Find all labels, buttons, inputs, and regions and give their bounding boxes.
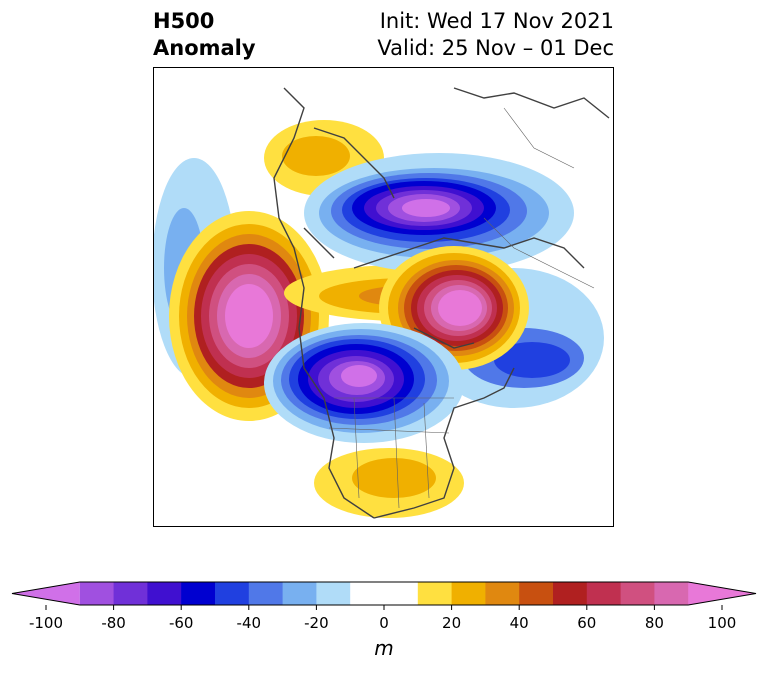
colorbar-tick-label: -80	[101, 614, 126, 632]
namerica-trough	[264, 323, 464, 443]
map-title: H500 Anomaly	[153, 8, 256, 62]
colorbar-tick-label: 60	[577, 614, 597, 632]
colorbar-segment	[316, 582, 351, 605]
coastlines	[273, 87, 610, 519]
title-variable: H500	[153, 9, 215, 33]
colorbar-segment	[181, 582, 216, 605]
colorbar-ticks	[45, 605, 723, 610]
country-borders	[328, 107, 595, 509]
title-field: Anomaly	[153, 36, 256, 60]
colorbar-tick-label: 80	[644, 614, 664, 632]
colorbar-segment	[417, 582, 453, 605]
colorbar-segment	[282, 582, 317, 605]
colorbar-segment	[485, 582, 520, 605]
init-date: Init: Wed 17 Nov 2021	[379, 9, 614, 33]
siberia-trough	[304, 153, 574, 273]
colorbar-tick-label: -20	[304, 614, 329, 632]
colorbar-segment	[654, 582, 689, 605]
colorbar-tick-label: 0	[379, 614, 389, 632]
colorbar-tick-label: 100	[707, 614, 737, 632]
forecast-dates: Init: Wed 17 Nov 2021 Valid: 25 Nov – 01…	[377, 8, 614, 62]
units-label: m	[374, 636, 394, 660]
colorbar-tick-label: 40	[509, 614, 529, 632]
southern-ridge	[314, 448, 464, 518]
colorbar-segment	[586, 582, 622, 605]
valid-range: Valid: 25 Nov – 01 Dec	[377, 36, 614, 60]
colorbar-segment	[620, 582, 655, 605]
colorbar-segments	[11, 581, 757, 606]
colorbar-tick-label: -100	[28, 614, 64, 632]
colorbar-tick-label: 20	[442, 614, 462, 632]
colorbar-segment	[12, 582, 80, 605]
colorbar-segment	[553, 582, 588, 605]
colorbar-tick-label: -40	[236, 614, 262, 632]
colorbar-segment	[519, 582, 554, 605]
map-svg	[154, 87, 610, 519]
colorbar-tick-label: -60	[168, 614, 194, 632]
colorbar-segment	[147, 582, 182, 605]
colorbar-segment	[215, 582, 250, 605]
colorbar-segment	[248, 582, 284, 605]
colorbar-segment	[350, 582, 385, 605]
colorbar-segment	[451, 582, 486, 605]
colorbar-segment	[79, 582, 115, 605]
colorbar-segment	[384, 582, 419, 605]
colorbar-segment	[113, 582, 148, 605]
colorbar	[11, 581, 757, 610]
colorbar-segment	[688, 582, 756, 605]
anomaly-map	[153, 67, 614, 527]
colorbar-outline	[11, 581, 757, 606]
